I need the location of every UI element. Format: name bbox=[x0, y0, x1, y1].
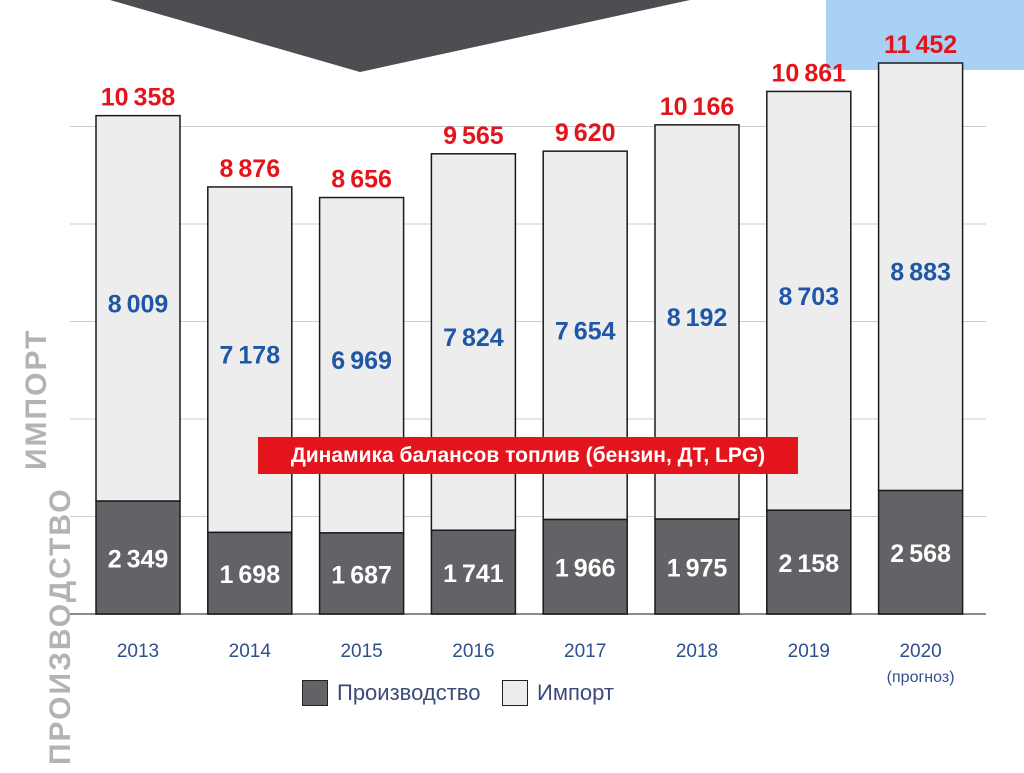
data-label-total: 10 166 bbox=[660, 93, 735, 121]
value-labels-group: 2 349 8 009 10 358 1 698 7 178 8 876 1 687 6 96… bbox=[101, 31, 957, 589]
bar-production bbox=[318, 532, 405, 615]
data-label-import: 6 969 bbox=[331, 347, 392, 375]
bar-production bbox=[95, 500, 181, 615]
bar-production bbox=[877, 489, 964, 615]
x-tick-note: (прогноз) bbox=[887, 669, 955, 686]
data-label-total: 8 876 bbox=[219, 155, 280, 183]
bar-import bbox=[95, 114, 181, 502]
data-label-import: 8 192 bbox=[667, 304, 728, 332]
data-label-import: 7 824 bbox=[443, 324, 504, 352]
data-label-total: 10 358 bbox=[101, 84, 176, 112]
data-label-production: 2 158 bbox=[778, 550, 839, 578]
legend-label-production: Производство bbox=[337, 680, 481, 705]
x-tick-labels: 2013 2014 2015 2016 2017 2018 2019 2020 (прогноз… bbox=[117, 641, 955, 686]
y-label-production: ПРОИЗВОДСТВО bbox=[44, 487, 77, 765]
data-label-total: 9 565 bbox=[443, 122, 504, 150]
x-tick-label: 2014 bbox=[229, 641, 272, 662]
bars-group bbox=[95, 62, 964, 615]
data-label-production: 2 349 bbox=[108, 545, 169, 573]
bar-import bbox=[877, 62, 964, 492]
data-label-import: 8 883 bbox=[890, 259, 951, 287]
data-label-total: 10 861 bbox=[772, 59, 847, 87]
data-label-total: 11 452 bbox=[884, 31, 957, 59]
bar-import bbox=[318, 196, 405, 534]
bar-import bbox=[207, 186, 293, 534]
data-label-import: 7 654 bbox=[555, 317, 616, 345]
chart-title: Динамика балансов топлив (бензин, ДТ, LP… bbox=[290, 443, 766, 467]
data-label-production: 1 687 bbox=[331, 561, 392, 589]
data-label-production: 1 975 bbox=[667, 554, 728, 582]
data-label-production: 1 698 bbox=[219, 561, 280, 589]
data-label-total: 8 656 bbox=[331, 166, 392, 194]
legend-item-import: Импорт bbox=[502, 676, 614, 710]
y-label-import: ИМПОРТ bbox=[20, 328, 53, 470]
legend-swatch-import bbox=[502, 680, 528, 706]
legend-label-import: Импорт bbox=[537, 680, 614, 705]
data-label-total: 9 620 bbox=[555, 119, 616, 147]
forecast-highlight-box bbox=[826, 0, 1024, 70]
data-label-import: 7 178 bbox=[219, 342, 280, 370]
x-tick-label: 2019 bbox=[788, 641, 830, 662]
decorative-banner-shape bbox=[110, 0, 690, 72]
x-tick-label: 2020 bbox=[899, 641, 941, 662]
x-tick-label: 2015 bbox=[340, 641, 382, 662]
legend-swatch-production bbox=[302, 680, 328, 706]
x-tick-label: 2018 bbox=[676, 641, 718, 662]
data-label-production: 2 568 bbox=[890, 540, 951, 568]
chart-title-banner: Динамика балансов топлив (бензин, ДТ, LP… bbox=[258, 437, 798, 474]
x-tick-label: 2016 bbox=[452, 641, 494, 662]
data-label-import: 8 009 bbox=[108, 290, 169, 318]
x-tick-label: 2013 bbox=[117, 641, 159, 662]
legend-item-production: Производство bbox=[302, 676, 480, 710]
data-label-production: 1 741 bbox=[443, 560, 504, 588]
data-label-production: 1 966 bbox=[555, 555, 616, 583]
x-tick-label: 2017 bbox=[564, 641, 606, 662]
data-label-import: 8 703 bbox=[778, 283, 839, 311]
bar-production bbox=[542, 518, 628, 615]
